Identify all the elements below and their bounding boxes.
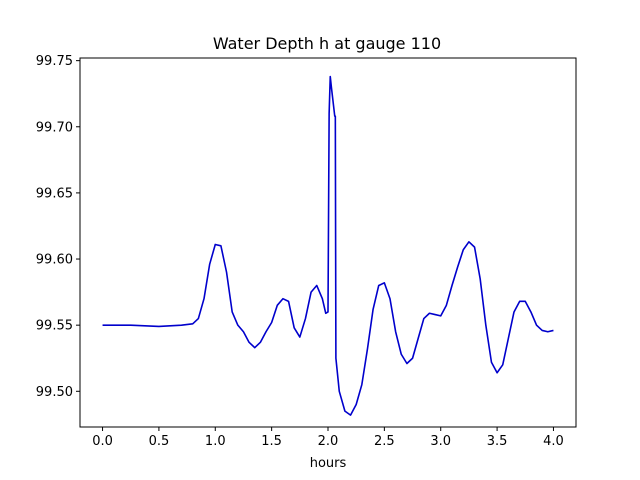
x-axis: 0.0 0.5 1.0 1.5 2.0 2.5 3.0 3.5 4.0 — [92, 427, 564, 449]
x-tick-label: 4.0 — [543, 434, 564, 449]
y-axis: 99.50 99.55 99.60 99.65 99.70 99.75 — [36, 54, 80, 400]
y-tick-label: 99.50 — [36, 385, 73, 400]
y-tick-label: 99.70 — [36, 120, 73, 135]
series-line — [102, 75, 554, 416]
y-tick-label: 99.55 — [36, 319, 73, 334]
x-tick-label: 2.5 — [374, 434, 395, 449]
y-tick-label: 99.60 — [36, 253, 73, 268]
x-tick-label: 0.5 — [149, 434, 170, 449]
x-axis-label: hours — [310, 456, 347, 471]
chart-title: Water Depth h at gauge 110 — [213, 34, 441, 53]
x-tick-label: 0.0 — [92, 434, 113, 449]
y-tick-label: 99.65 — [36, 186, 73, 201]
x-tick-label: 3.0 — [430, 434, 451, 449]
x-tick-label: 1.5 — [261, 434, 282, 449]
plot-area — [79, 57, 577, 428]
x-tick-label: 3.5 — [487, 434, 508, 449]
x-tick-label: 2.0 — [318, 434, 339, 449]
y-tick-label: 99.75 — [36, 54, 73, 69]
x-tick-label: 1.0 — [205, 434, 226, 449]
